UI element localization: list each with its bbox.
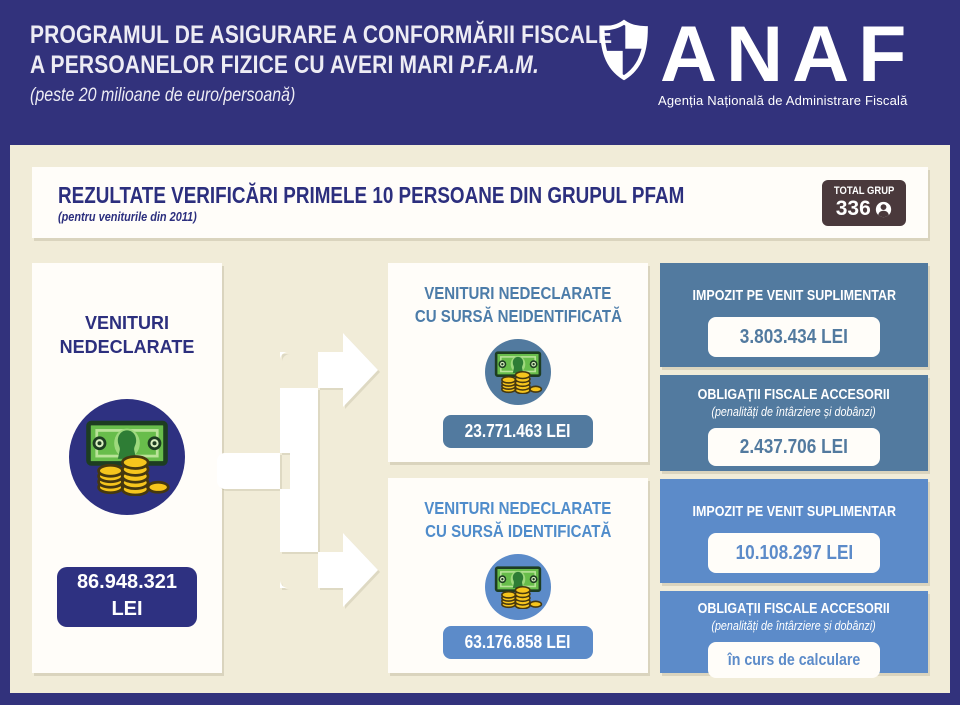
- source-title-line1: VENITURI: [84, 313, 169, 333]
- total-group-badge: TOTAL GRUP 336: [821, 179, 906, 226]
- result-box-tax-identified: IMPOZIT PE VENIT SUPLIMENTAR 10.108.297 …: [660, 479, 928, 583]
- branch-title-line2: CU SURSĂ IDENTIFICATĂ: [424, 521, 612, 541]
- result-subtitle: (penalități de întârziere și dobânzi): [711, 619, 877, 633]
- banner-subtitle: (pentru veniturile din 2011): [58, 208, 197, 224]
- branch-amount-badge: 63.176.858 LEI: [443, 626, 593, 659]
- source-icon-circle: [69, 399, 185, 515]
- result-title: OBLIGAȚII FISCALE ACCESORII: [697, 387, 891, 403]
- person-icon: [875, 201, 891, 217]
- banner-title: REZULTATE VERIFICĂRI PRIMELE 10 PERSOANE…: [58, 181, 685, 208]
- program-title-line1: PROGRAMUL DE ASIGURARE A CONFORMĂRII FIS…: [30, 21, 613, 49]
- result-box-accessory-unidentified: OBLIGAȚII FISCALE ACCESORII (penalități …: [660, 375, 928, 471]
- result-value-badge: 10.108.297 LEI: [708, 533, 880, 573]
- money-banknote-coins-icon: [494, 351, 543, 394]
- source-card: VENITURI NEDECLARATE 86.948.321 LEI: [32, 263, 222, 673]
- branch-title-line1: VENITURI NEDECLARATE: [424, 498, 612, 518]
- total-group-label: TOTAL GRUP: [833, 185, 894, 197]
- branch-amount-value: 23.771.463 LEI: [465, 421, 571, 441]
- result-value-badge: în curs de calculare: [708, 642, 880, 678]
- result-title: IMPOZIT PE VENIT SUPLIMENTAR: [692, 288, 896, 304]
- header: PROGRAMUL DE ASIGURARE A CONFORMĂRII FIS…: [0, 0, 960, 145]
- branch-amount-value: 63.176.858 LEI: [465, 632, 571, 652]
- split-right-arrow: [217, 333, 378, 607]
- anaf-tagline: Agenția Națională de Administrare Fiscal…: [658, 93, 908, 108]
- anaf-wordmark: ANAF: [660, 9, 916, 98]
- result-value: în curs de calculare: [727, 651, 861, 669]
- content-area: REZULTATE VERIFICĂRI PRIMELE 10 PERSOANE…: [10, 145, 950, 693]
- source-title-line2: NEDECLARATE: [59, 337, 195, 357]
- source-amount-value: 86.948.321: [76, 571, 178, 593]
- program-title-block: PROGRAMUL DE ASIGURARE A CONFORMĂRII FIS…: [30, 20, 723, 108]
- result-subtitle: (penalități de întârziere și dobânzi): [711, 405, 877, 419]
- source-card-title: VENITURI NEDECLARATE: [32, 263, 222, 359]
- results-banner: REZULTATE VERIFICĂRI PRIMELE 10 PERSOANE…: [32, 167, 928, 238]
- result-value: 10.108.297 LEI: [735, 542, 853, 564]
- result-box-tax-unidentified: IMPOZIT PE VENIT SUPLIMENTAR 3.803.434 L…: [660, 263, 928, 367]
- branch-title: VENITURI NEDECLARATE CU SURSĂ NEIDENTIFI…: [388, 263, 648, 328]
- pfam-abbrev: P.F.A.M.: [459, 51, 539, 79]
- source-amount-currency: LEI: [111, 598, 143, 620]
- anaf-logo: ANAF Agenția Națională de Administrare F…: [598, 12, 933, 122]
- branch-title: VENITURI NEDECLARATE CU SURSĂ IDENTIFICA…: [388, 478, 648, 543]
- result-title: OBLIGAȚII FISCALE ACCESORII: [697, 601, 891, 617]
- source-amount-badge: 86.948.321 LEI: [57, 567, 197, 627]
- anaf-shield-icon: [600, 19, 648, 81]
- branch-card-unidentified: VENITURI NEDECLARATE CU SURSĂ NEIDENTIFI…: [388, 263, 648, 462]
- program-subtitle: (peste 20 milioane de euro/persoană): [30, 85, 296, 106]
- result-value: 2.437.706 LEI: [739, 436, 849, 458]
- result-title: IMPOZIT PE VENIT SUPLIMENTAR: [692, 504, 896, 520]
- money-banknote-coins-icon: [83, 418, 171, 496]
- result-box-accessory-identified: OBLIGAȚII FISCALE ACCESORII (penalități …: [660, 591, 928, 678]
- program-title-line2: A PERSOANELOR FIZICE CU AVERI MARI: [30, 51, 454, 79]
- branch-title-line2: CU SURSĂ NEIDENTIFICATĂ: [414, 306, 622, 326]
- total-group-value: 336: [835, 197, 871, 220]
- branch-title-line1: VENITURI NEDECLARATE: [424, 283, 612, 303]
- banner-text: REZULTATE VERIFICĂRI PRIMELE 10 PERSOANE…: [58, 182, 822, 224]
- result-value: 3.803.434 LEI: [739, 326, 849, 348]
- branch-icon-circle: [485, 339, 551, 405]
- branch-amount-badge: 23.771.463 LEI: [443, 415, 593, 448]
- branch-card-identified: VENITURI NEDECLARATE CU SURSĂ IDENTIFICA…: [388, 478, 648, 673]
- branch-icon-circle: [485, 554, 551, 620]
- result-value-badge: 3.803.434 LEI: [708, 317, 880, 357]
- money-banknote-coins-icon: [494, 566, 543, 609]
- result-value-badge: 2.437.706 LEI: [708, 428, 880, 466]
